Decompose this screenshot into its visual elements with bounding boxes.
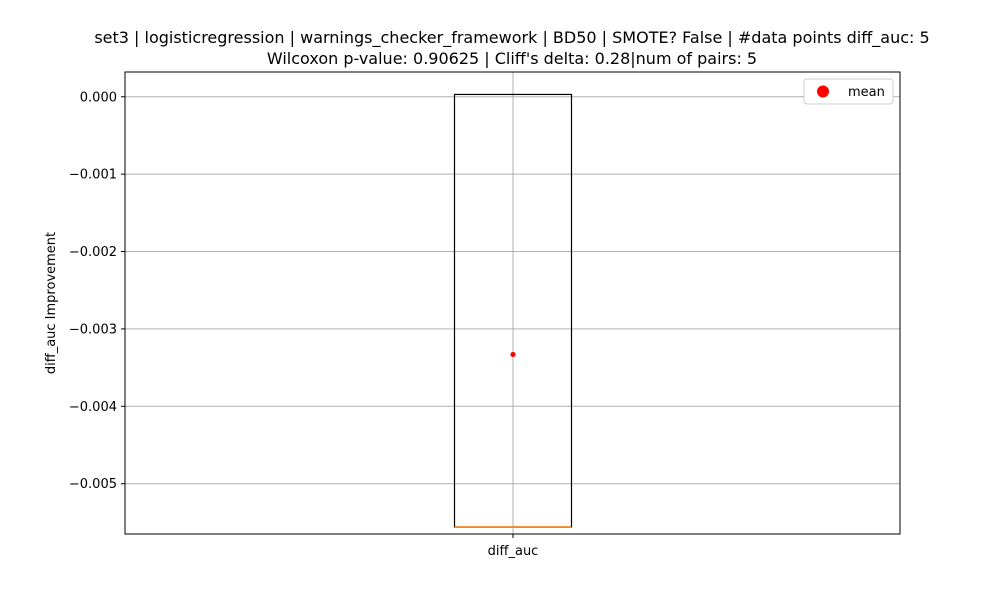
chart-title-line-1: set3 | logisticregression | warnings_che… <box>94 28 929 48</box>
x-tick-label: diff_auc <box>488 544 539 559</box>
chart-title-line-2: Wilcoxon p-value: 0.90625 | Cliff's delt… <box>267 49 757 68</box>
y-tick-label: 0.000 <box>80 90 117 105</box>
y-tick-label: −0.004 <box>69 400 117 415</box>
mean-marker <box>510 351 516 358</box>
y-tick-label: −0.003 <box>69 322 117 337</box>
legend-mean-label: mean <box>848 85 885 100</box>
x-axis-ticks: diff_auc <box>488 534 539 559</box>
y-axis-ticks: 0.000 −0.001 −0.002 −0.003 −0.004 −0.005 <box>69 90 125 492</box>
legend: mean <box>803 78 894 105</box>
grid-lines <box>125 72 900 534</box>
legend-frame <box>803 78 894 105</box>
y-axis-label: diff_auc Improvement <box>44 232 59 374</box>
legend-mean-marker <box>817 85 829 98</box>
y-tick-label: −0.002 <box>69 245 117 260</box>
box-elements <box>453 93 573 528</box>
y-tick-label: −0.001 <box>69 168 117 183</box>
y-tick-label: −0.005 <box>69 477 117 492</box>
